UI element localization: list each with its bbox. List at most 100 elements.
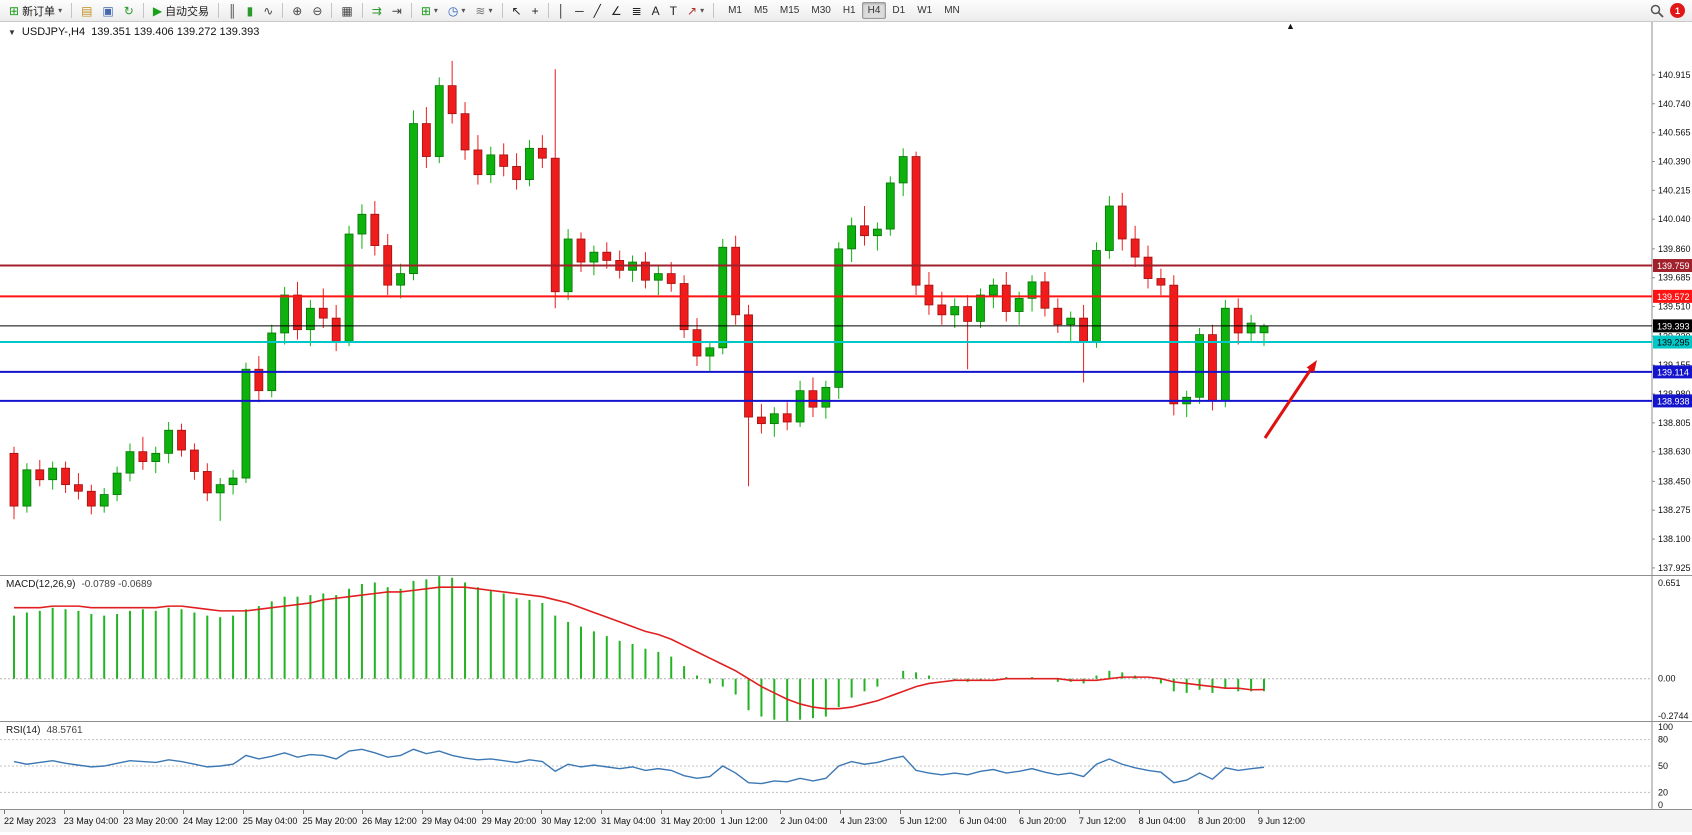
chart-window: 140.915 140.740 140.565 140.390 140.215 140.0… bbox=[0, 22, 1692, 835]
time-label: 2 Jun 04:00 bbox=[780, 816, 828, 826]
auto-scroll-button[interactable]: ⇉ bbox=[367, 2, 387, 20]
macd-axis-labels: 0.651 0.00 -0.2744 bbox=[1658, 578, 1689, 721]
toolbar-separator bbox=[410, 3, 412, 18]
price-chart-surface[interactable]: 140.915 140.740 140.565 140.390 140.215 140.0… bbox=[0, 22, 1692, 576]
macd-panel[interactable]: 0.651 0.00 -0.2744 MACD(12,26,9) -0.0789 -… bbox=[0, 576, 1692, 722]
timeframe-mn[interactable]: MN bbox=[938, 2, 966, 19]
svg-text:140.565: 140.565 bbox=[1658, 128, 1691, 138]
add-indicator-icon: ⊞ bbox=[420, 3, 431, 18]
crosshair-button[interactable]: + bbox=[527, 2, 544, 20]
text-button[interactable]: A bbox=[647, 2, 665, 20]
timeframe-h4[interactable]: H4 bbox=[861, 2, 887, 19]
time-tick bbox=[183, 810, 185, 814]
svg-text:140.215: 140.215 bbox=[1658, 185, 1691, 195]
timeframe-m1[interactable]: M1 bbox=[722, 2, 748, 19]
chart-shift-marker[interactable]: ▲ bbox=[1286, 22, 1295, 31]
refresh-button[interactable]: ↻ bbox=[119, 2, 139, 20]
time-tick bbox=[959, 810, 961, 814]
chart-bars-button[interactable]: ║ bbox=[223, 2, 242, 20]
time-label: 22 May 2023 bbox=[4, 816, 57, 826]
timeframe-m15[interactable]: M15 bbox=[774, 2, 805, 19]
new-order-icon: ⊞ bbox=[9, 3, 20, 18]
refresh-icon: ↻ bbox=[123, 3, 134, 18]
search-button[interactable] bbox=[1647, 2, 1667, 20]
trendline-icon: ╱ bbox=[593, 3, 601, 18]
time-label: 8 Jun 20:00 bbox=[1198, 816, 1246, 826]
rsi-chart-surface[interactable]: 100 80 50 20 0 bbox=[0, 722, 1692, 810]
svg-text:140.390: 140.390 bbox=[1658, 156, 1691, 166]
annotation-arrow[interactable] bbox=[1263, 360, 1317, 439]
chart-window-icon: ▤ bbox=[81, 3, 93, 18]
timeframe-m30[interactable]: M30 bbox=[805, 2, 836, 19]
time-tick bbox=[899, 810, 901, 814]
chart-line-button[interactable]: ∿ bbox=[258, 2, 278, 20]
time-tick bbox=[63, 810, 65, 814]
channel-icon: ∠ bbox=[610, 3, 622, 18]
caret-down-icon: ▾ bbox=[700, 6, 705, 15]
chart-candles-button[interactable]: ▮ bbox=[242, 2, 259, 20]
profiles-button[interactable]: ▣ bbox=[97, 2, 118, 20]
zoom-in-button[interactable]: ⊕ bbox=[287, 2, 307, 20]
arrows-button[interactable]: ↗ ▾ bbox=[682, 2, 709, 20]
time-tick bbox=[481, 810, 483, 814]
toolbar-separator bbox=[501, 3, 503, 18]
toolbar-separator bbox=[142, 3, 144, 18]
caret-down-icon: ▾ bbox=[433, 6, 438, 15]
timeframe-d1[interactable]: D1 bbox=[886, 2, 911, 19]
svg-text:138.450: 138.450 bbox=[1658, 476, 1691, 486]
label-button[interactable]: T bbox=[665, 2, 682, 20]
svg-text:-0.2744: -0.2744 bbox=[1658, 711, 1689, 721]
new-order-button-label: 新订单 bbox=[22, 5, 56, 18]
indicators-button[interactable]: ⊞ ▾ bbox=[416, 2, 443, 20]
time-tick bbox=[242, 810, 244, 814]
macd-chart-surface[interactable]: 0.651 0.00 -0.2744 bbox=[0, 576, 1692, 722]
periods-button[interactable]: ◷ ▾ bbox=[443, 2, 471, 20]
time-label: 31 May 20:00 bbox=[660, 816, 716, 826]
price-axis-labels: 140.915 140.740 140.565 140.390 140.215 140.0… bbox=[1652, 70, 1691, 573]
profiles-icon: ▣ bbox=[102, 3, 114, 18]
rsi-name: RSI(14) bbox=[6, 725, 41, 736]
fibonacci-button[interactable]: ≣ bbox=[627, 2, 647, 20]
svg-text:138.980: 138.980 bbox=[1658, 389, 1691, 399]
vertical-line-button[interactable]: │ bbox=[553, 2, 571, 20]
cursor-button[interactable]: ↖ bbox=[507, 2, 527, 20]
trendline-button[interactable]: ╱ bbox=[589, 2, 606, 20]
collapse-icon[interactable]: ▼ bbox=[8, 27, 16, 37]
caret-down-icon: ▾ bbox=[488, 6, 493, 15]
toolbar-separator bbox=[361, 3, 363, 18]
time-label: 29 May 20:00 bbox=[481, 816, 537, 826]
channel-button[interactable]: ∠ bbox=[606, 2, 627, 20]
svg-text:138.275: 138.275 bbox=[1658, 505, 1691, 515]
vertical-line-icon: │ bbox=[557, 3, 566, 18]
svg-text:139.510: 139.510 bbox=[1658, 302, 1691, 312]
toolbar-separator bbox=[218, 3, 220, 18]
time-tick bbox=[840, 810, 841, 814]
autotrading-button[interactable]: ▶ 自动交易 bbox=[148, 2, 214, 20]
timeframe-m5[interactable]: M5 bbox=[748, 2, 774, 19]
chart-shift-button[interactable]: ⇥ bbox=[387, 2, 407, 20]
svg-text:0: 0 bbox=[1658, 800, 1663, 810]
zoom-out-icon: ⊖ bbox=[312, 3, 323, 18]
time-label: 29 May 04:00 bbox=[422, 816, 477, 826]
horizontal-line-icon: ─ bbox=[575, 3, 584, 18]
price-panel[interactable]: 140.915 140.740 140.565 140.390 140.215 140.0… bbox=[0, 22, 1692, 576]
svg-text:140.040: 140.040 bbox=[1658, 214, 1691, 224]
clock-icon: ◷ bbox=[447, 3, 459, 18]
templates-button[interactable]: ≋ ▾ bbox=[470, 2, 497, 20]
toolbar-separator bbox=[547, 3, 549, 18]
timeframe-w1[interactable]: W1 bbox=[911, 2, 938, 19]
chart-title: ▼ USDJPY-,H4 139.351 139.406 139.272 139… bbox=[8, 26, 259, 38]
macd-name: MACD(12,26,9) bbox=[6, 579, 76, 590]
time-axis[interactable]: 22 May 2023 23 May 04:00 23 May 20:00 24 Ma… bbox=[0, 810, 1692, 832]
horizontal-line-button[interactable]: ─ bbox=[570, 2, 589, 20]
svg-text:0.00: 0.00 bbox=[1658, 674, 1676, 684]
tile-windows-button[interactable]: ▦ bbox=[336, 2, 357, 20]
zoom-out-button[interactable]: ⊖ bbox=[307, 2, 327, 20]
notification-badge[interactable]: 1 bbox=[1670, 3, 1685, 18]
time-tick bbox=[362, 810, 364, 814]
timeframe-h1[interactable]: H1 bbox=[837, 2, 862, 19]
time-tick bbox=[780, 810, 782, 814]
charts-button[interactable]: ▤ bbox=[76, 2, 97, 20]
rsi-panel[interactable]: 100 80 50 20 0 RSI(14) 48.5761 bbox=[0, 722, 1692, 810]
new-order-button[interactable]: ⊞ 新订单 ▾ bbox=[4, 2, 67, 20]
